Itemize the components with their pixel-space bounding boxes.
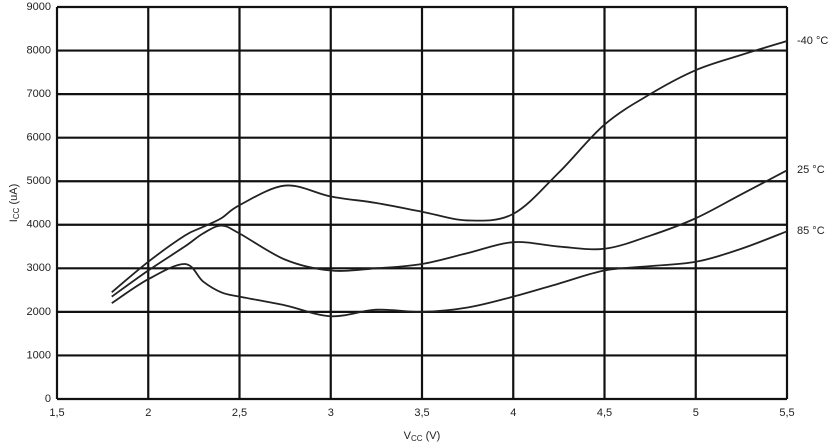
series-label: 85 °C [797, 225, 825, 237]
x-label-sub: CC [411, 434, 423, 443]
x-tick-label: 3 [328, 407, 334, 419]
y-axis-label: ICC (uA) [8, 184, 21, 222]
x-label-main: V [404, 430, 412, 442]
x-tick-label: 5 [693, 407, 699, 419]
series-label: 25 °C [797, 164, 825, 176]
y-tick-label: 7000 [27, 88, 51, 100]
y-label-main: I [8, 219, 20, 222]
y-tick-label: 0 [45, 393, 51, 405]
series-label: -40 °C [797, 35, 828, 47]
y-label-rest: (uA) [8, 184, 20, 208]
y-label-sub: CC [12, 207, 21, 219]
y-tick-label: 8000 [27, 44, 51, 56]
x-tick-label: 5,5 [779, 407, 794, 419]
y-tick-label: 2000 [27, 306, 51, 318]
y-tick-label: 9000 [27, 1, 51, 13]
series-line [111, 169, 788, 298]
x-tick-label: 2,5 [232, 407, 247, 419]
y-tick-label: 4000 [27, 219, 51, 231]
y-tick-label: 3000 [27, 262, 51, 274]
y-tick-label: 5000 [27, 175, 51, 187]
series-line [111, 230, 788, 318]
y-tick-label: 1000 [27, 349, 51, 361]
x-tick-label: 3,5 [414, 407, 429, 419]
series-line [111, 40, 788, 293]
x-tick-label: 4 [510, 407, 516, 419]
x-tick-label: 4,5 [597, 407, 612, 419]
x-axis-label: VCC (V) [404, 430, 441, 443]
x-tick-label: 1,5 [49, 407, 64, 419]
x-label-rest: (V) [423, 430, 441, 442]
y-tick-label: 6000 [27, 132, 51, 144]
x-tick-label: 2 [145, 407, 151, 419]
